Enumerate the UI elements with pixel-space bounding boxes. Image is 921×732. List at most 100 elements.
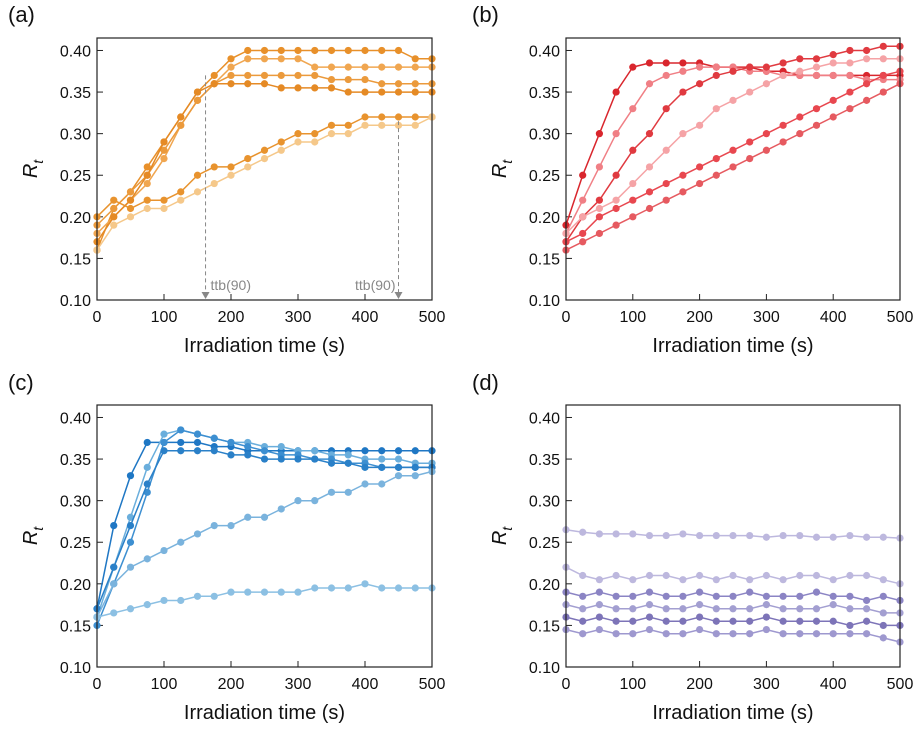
data-point	[662, 617, 670, 625]
data-point	[829, 576, 837, 584]
data-point	[595, 163, 604, 171]
data-point	[193, 171, 202, 179]
x-tick-label: 200	[686, 309, 713, 326]
data-point	[177, 596, 185, 605]
data-point	[746, 63, 754, 71]
y-axis-label-main: R	[20, 164, 42, 178]
data-point	[796, 130, 804, 138]
data-point	[595, 229, 604, 238]
data-point	[879, 533, 887, 541]
data-point	[779, 71, 787, 80]
x-tick-label: 300	[285, 309, 312, 326]
data-point	[244, 46, 252, 55]
data-point	[126, 196, 135, 204]
data-point	[277, 71, 285, 80]
data-point	[344, 130, 352, 138]
data-point	[679, 605, 687, 613]
data-point	[863, 605, 871, 613]
data-point	[729, 630, 737, 638]
x-axis-label: Irradiation time (s)	[184, 702, 345, 724]
data-point	[294, 55, 302, 63]
data-point	[110, 522, 118, 530]
data-point	[712, 576, 720, 584]
data-point	[863, 55, 871, 63]
data-point	[327, 459, 336, 467]
data-point	[193, 438, 202, 447]
data-point	[712, 155, 720, 163]
data-point	[361, 121, 369, 129]
data-point	[294, 455, 302, 463]
data-point	[662, 179, 670, 188]
data-point	[645, 601, 654, 609]
y-tick-label: 0.15	[529, 251, 560, 268]
data-point	[193, 530, 202, 538]
data-point	[311, 71, 319, 80]
data-point	[762, 533, 771, 541]
data-point	[579, 528, 587, 536]
data-point	[696, 625, 704, 634]
y-tick-label: 0.10	[60, 660, 91, 677]
data-point	[277, 84, 285, 92]
data-point	[762, 625, 771, 634]
data-point	[812, 63, 821, 71]
plot-frame	[565, 37, 901, 301]
data-point	[244, 163, 252, 171]
data-point	[629, 146, 637, 154]
data-point	[645, 80, 654, 88]
data-point	[344, 584, 352, 592]
data-point	[645, 613, 654, 621]
data-point	[729, 163, 737, 171]
y-tick-label: 0.25	[529, 168, 560, 185]
data-point	[411, 80, 419, 88]
data-point	[143, 438, 151, 447]
data-point	[712, 63, 720, 71]
data-point	[277, 588, 285, 596]
data-point	[411, 63, 419, 71]
data-point	[879, 609, 887, 617]
data-point	[729, 146, 737, 154]
y-tick-label: 0.20	[529, 577, 560, 594]
data-point	[779, 576, 787, 584]
data-point	[327, 584, 336, 592]
data-point	[378, 584, 386, 592]
data-point	[712, 71, 720, 80]
data-point	[244, 55, 252, 63]
data-point	[361, 88, 369, 96]
data-point	[277, 455, 285, 463]
data-point	[579, 196, 587, 204]
y-tick-label: 0.35	[529, 452, 560, 469]
data-point	[679, 530, 687, 538]
data-point	[294, 497, 302, 505]
data-point	[879, 88, 887, 96]
data-point	[244, 588, 252, 596]
data-point	[394, 88, 403, 96]
y-tick-label: 0.30	[529, 127, 560, 144]
data-point	[110, 204, 118, 213]
data-point	[126, 204, 135, 213]
data-point	[411, 584, 419, 592]
data-point	[796, 605, 804, 613]
data-point	[143, 555, 151, 563]
y-axis-label: Rt	[489, 526, 515, 545]
data-point	[244, 71, 252, 80]
data-point	[394, 455, 403, 463]
data-point	[143, 179, 151, 188]
y-axis-label-subscript: t	[30, 159, 46, 164]
data-point	[378, 455, 386, 463]
y-tick-label: 0.35	[529, 85, 560, 102]
data-point	[729, 67, 737, 75]
data-point	[327, 63, 336, 71]
data-point	[294, 138, 302, 146]
data-point	[779, 531, 787, 540]
data-point	[126, 605, 135, 613]
y-axis-label: Rt	[489, 159, 515, 178]
data-point	[612, 605, 620, 613]
data-point	[143, 204, 151, 213]
data-point	[846, 605, 854, 613]
data-point	[679, 617, 687, 625]
data-point	[244, 442, 252, 451]
data-point	[612, 617, 620, 625]
data-point	[779, 605, 787, 613]
data-point	[126, 188, 135, 196]
data-point	[160, 155, 168, 163]
